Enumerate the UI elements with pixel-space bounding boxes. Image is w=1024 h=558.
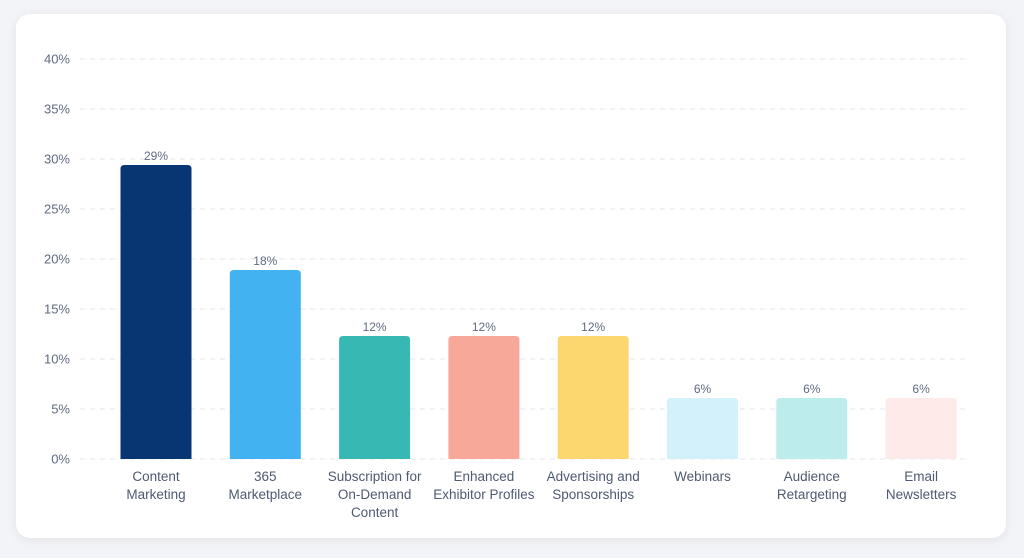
bar-value-label: 12% [363, 320, 387, 334]
bar-value-label: 18% [253, 254, 277, 268]
bar [667, 398, 738, 459]
y-tick-label: 15% [44, 302, 70, 317]
y-tick-label: 40% [44, 52, 70, 67]
bar [339, 336, 411, 459]
x-tick-label: Exhibitor Profiles [433, 487, 535, 502]
bar-value-label: 29% [144, 149, 168, 163]
x-tick-label: Webinars [674, 469, 731, 484]
x-tick-label: Content [351, 505, 399, 520]
bar [120, 165, 192, 459]
y-tick-label: 10% [44, 352, 70, 367]
x-tick-label: Marketplace [229, 487, 303, 502]
bar [448, 336, 520, 459]
bar [776, 398, 848, 459]
x-tick-label: Marketing [126, 487, 185, 502]
bar-value-label: 6% [694, 382, 712, 396]
x-tick-label: Email [904, 469, 938, 484]
y-tick-label: 5% [51, 402, 70, 417]
x-tick-label: Subscription for [328, 469, 422, 484]
x-tick-label: Newsletters [886, 487, 957, 502]
bar-layer [120, 165, 957, 459]
bar-value-label: 12% [472, 320, 496, 334]
data-label-layer: 29% 18% 12% 12% 12% 6% 6% 6% [144, 149, 930, 396]
y-tick-label: 35% [44, 102, 70, 117]
bar-value-label: 6% [912, 382, 930, 396]
y-axis-ticks: 0% 5% 10% 15% 20% 25% 30% 35% 40% [44, 52, 70, 467]
x-tick-label: Enhanced [453, 469, 514, 484]
y-tick-label: 25% [44, 202, 70, 217]
bar [557, 336, 629, 459]
bar [229, 270, 301, 459]
x-tick-label: Sponsorships [552, 487, 634, 502]
x-tick-label: Content [132, 469, 180, 484]
bar-value-label: 12% [581, 320, 605, 334]
x-tick-label: Advertising and [547, 469, 640, 484]
bar-value-label: 6% [803, 382, 821, 396]
bar [885, 398, 957, 459]
category-label-layer: Content Marketing 365 Marketplace Subscripti… [126, 469, 956, 520]
x-tick-label: Retargeting [777, 487, 847, 502]
y-tick-label: 0% [51, 452, 70, 467]
x-tick-label: Audience [784, 469, 840, 484]
y-tick-label: 20% [44, 252, 70, 267]
y-tick-label: 30% [44, 152, 70, 167]
x-tick-label: On-Demand [338, 487, 412, 502]
x-tick-label: 365 [254, 469, 277, 484]
